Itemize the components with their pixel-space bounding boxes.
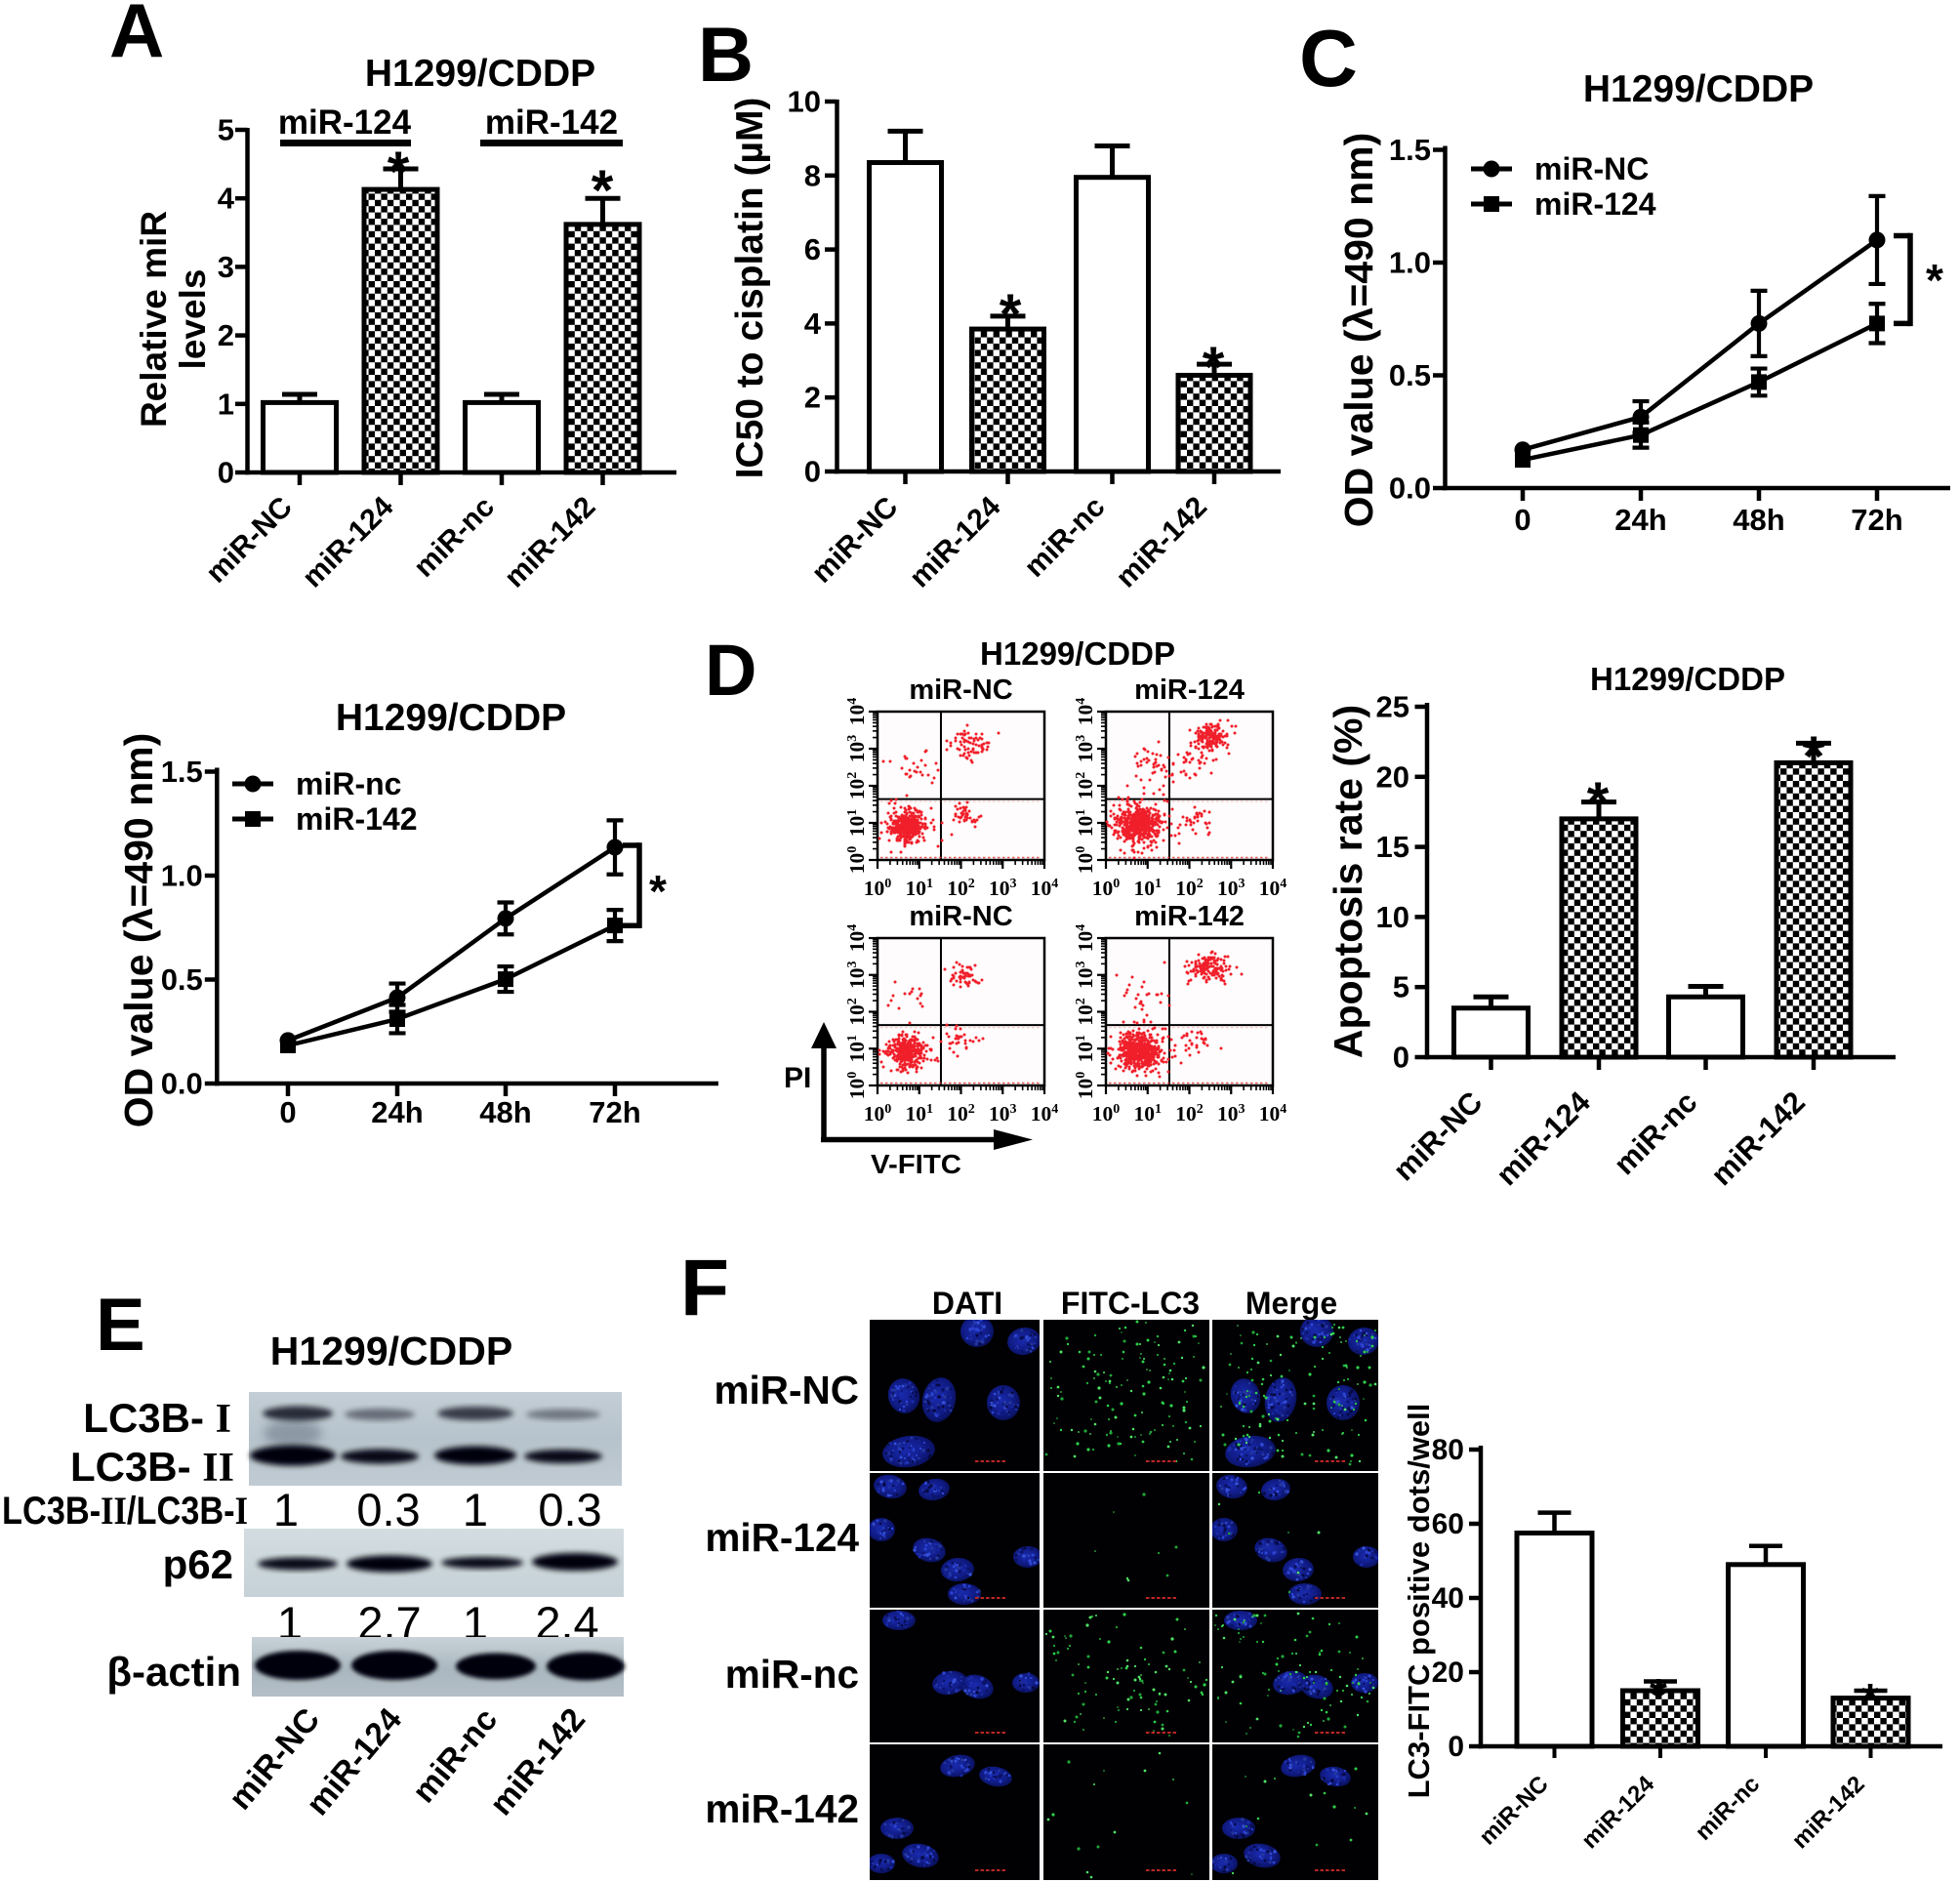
svg-text:C: C (1299, 13, 1358, 103)
svg-text:0: 0 (804, 455, 821, 489)
svg-text:8: 8 (804, 158, 821, 192)
svg-text:0: 0 (1514, 503, 1531, 537)
svg-text:B: B (698, 11, 754, 98)
svg-text:miR-142: miR-142 (705, 1786, 859, 1831)
svg-text:0.0: 0.0 (1389, 471, 1431, 506)
svg-text:Apoptosis rate (%): Apoptosis rate (%) (1326, 705, 1370, 1058)
svg-text:20: 20 (1376, 759, 1409, 794)
svg-text:LC3B-II/LC3B-I: LC3B-II/LC3B-I (2, 1489, 248, 1533)
svg-text:103: 103 (989, 1102, 1017, 1125)
svg-text:Merge: Merge (1245, 1286, 1337, 1321)
svg-text:101: 101 (906, 877, 934, 900)
svg-text:H1299/CDDP: H1299/CDDP (980, 635, 1175, 672)
svg-text:OD value (λ=490 nm): OD value (λ=490 nm) (116, 733, 161, 1127)
svg-text:24h: 24h (1614, 503, 1666, 537)
svg-text:E: E (96, 1284, 145, 1367)
svg-text:0: 0 (218, 456, 234, 490)
svg-text:LC3B- I: LC3B- I (83, 1395, 231, 1442)
svg-text:*: * (1587, 771, 1610, 835)
svg-text:*: * (388, 141, 410, 204)
svg-text:DATI: DATI (932, 1286, 1002, 1321)
svg-text:H1299/CDDP: H1299/CDDP (1583, 68, 1814, 110)
svg-text:2: 2 (804, 381, 821, 415)
svg-text:10: 10 (1376, 900, 1409, 934)
svg-text:*: * (649, 866, 667, 917)
svg-text:72h: 72h (1851, 503, 1902, 537)
svg-text:miR-124: miR-124 (1134, 675, 1245, 706)
svg-text:0.3: 0.3 (356, 1484, 420, 1535)
svg-text:*: * (1803, 725, 1825, 789)
svg-text:25: 25 (1376, 690, 1409, 724)
svg-text:H1299/CDDP: H1299/CDDP (365, 53, 595, 95)
svg-text:1.5: 1.5 (1389, 133, 1431, 167)
svg-text:miR-NC: miR-NC (909, 675, 1012, 706)
svg-text:4: 4 (218, 182, 235, 216)
svg-text:IC50 to cisplatin (µM): IC50 to cisplatin (µM) (729, 98, 771, 479)
svg-text:4: 4 (804, 307, 822, 341)
svg-text:*: * (1203, 336, 1225, 399)
svg-text:miR-124: miR-124 (705, 1515, 859, 1560)
svg-text:0.5: 0.5 (161, 962, 203, 997)
svg-text:10: 10 (788, 85, 821, 119)
svg-text:H1299/CDDP: H1299/CDDP (1590, 661, 1785, 697)
svg-text:miR-142: miR-142 (296, 801, 418, 837)
svg-text:101: 101 (1134, 877, 1163, 900)
svg-text:miR-nc: miR-nc (725, 1652, 859, 1697)
svg-text:levels: levels (173, 269, 213, 370)
svg-text:miR-NC: miR-NC (909, 901, 1012, 932)
svg-text:0.0: 0.0 (161, 1067, 203, 1101)
svg-text:V-FITC: V-FITC (871, 1149, 961, 1179)
svg-text:0: 0 (279, 1095, 296, 1129)
svg-text:H1299/CDDP: H1299/CDDP (336, 697, 566, 739)
svg-text:miR-124: miR-124 (278, 103, 412, 142)
svg-text:β-actin: β-actin (106, 1649, 241, 1695)
svg-text:D: D (705, 630, 756, 711)
svg-text:FITC-LC3: FITC-LC3 (1061, 1286, 1200, 1321)
svg-text:*: * (592, 159, 614, 223)
svg-text:0: 0 (1393, 1041, 1409, 1075)
svg-text:miR-142: miR-142 (485, 103, 618, 142)
svg-text:0.3: 0.3 (538, 1484, 601, 1535)
svg-text:2: 2 (218, 318, 234, 352)
svg-text:0.5: 0.5 (1389, 358, 1431, 392)
svg-text:24h: 24h (371, 1095, 423, 1129)
svg-text:Relative miR: Relative miR (134, 211, 174, 428)
svg-text:15: 15 (1376, 830, 1409, 864)
svg-text:F: F (680, 1244, 729, 1332)
svg-text:1.0: 1.0 (161, 859, 203, 893)
svg-text:*: * (1926, 255, 1943, 306)
svg-text:A: A (109, 0, 164, 73)
svg-text:1.5: 1.5 (161, 755, 203, 789)
svg-text:miR-NC: miR-NC (1534, 151, 1649, 186)
svg-text:miR-NC: miR-NC (715, 1368, 860, 1412)
svg-text:1: 1 (218, 387, 234, 421)
svg-text:5: 5 (218, 113, 234, 147)
svg-text:miR-124: miR-124 (1534, 186, 1656, 222)
svg-text:72h: 72h (589, 1095, 640, 1129)
svg-text:48h: 48h (1733, 503, 1784, 537)
svg-text:1: 1 (273, 1484, 299, 1535)
svg-text:PI: PI (784, 1062, 811, 1094)
svg-text:6: 6 (804, 232, 821, 266)
svg-text:miR-142: miR-142 (1134, 901, 1245, 932)
svg-text:miR-nc: miR-nc (296, 766, 401, 801)
svg-text:1.0: 1.0 (1389, 246, 1431, 280)
svg-text:H1299/CDDP: H1299/CDDP (270, 1329, 512, 1373)
svg-text:3: 3 (218, 250, 234, 284)
svg-text:LC3B- II: LC3B- II (70, 1444, 234, 1491)
svg-text:100: 100 (864, 1102, 892, 1125)
svg-text:OD value (λ=490 nm): OD value (λ=490 nm) (1336, 133, 1381, 527)
svg-text:p62: p62 (163, 1541, 233, 1587)
svg-text:1: 1 (463, 1484, 488, 1535)
svg-text:48h: 48h (479, 1095, 531, 1129)
svg-text:5: 5 (1393, 970, 1409, 1004)
svg-text:*: * (1000, 283, 1022, 347)
